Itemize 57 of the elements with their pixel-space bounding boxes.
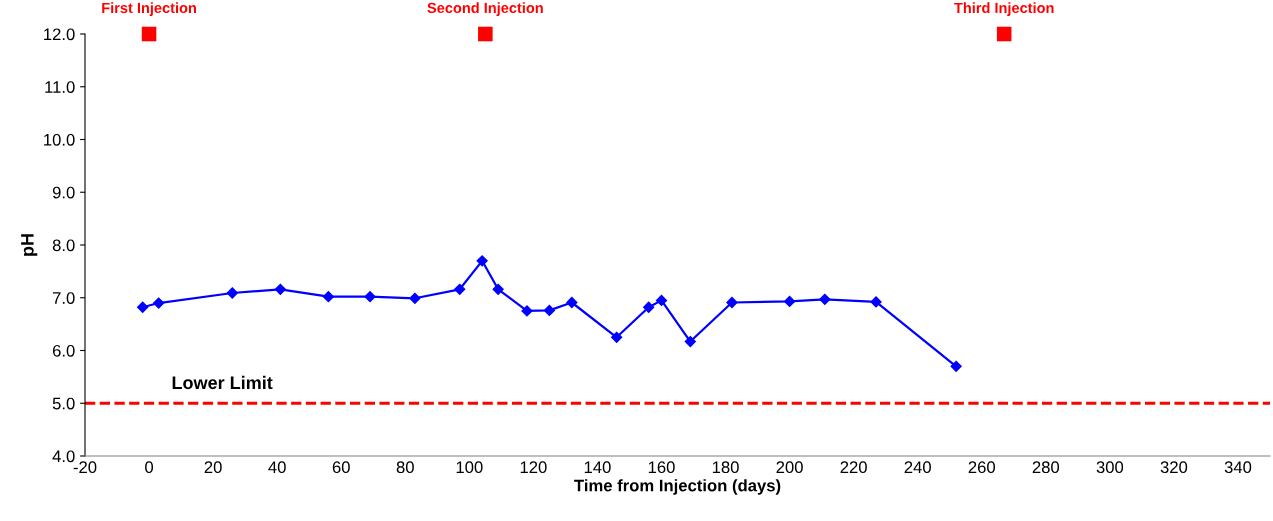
x-tick-label: 0 xyxy=(145,461,154,474)
y-tick-label: 11.0 xyxy=(45,81,75,93)
y-tick-label: 8.0 xyxy=(52,239,75,252)
y-tick-label: 7.0 xyxy=(52,292,75,304)
x-tick-label: 120 xyxy=(520,461,547,474)
x-tick-label: 80 xyxy=(396,461,414,474)
point xyxy=(996,26,1012,42)
y-tick-label: 12.0 xyxy=(44,28,75,41)
point xyxy=(684,335,696,348)
y-tick-label: 4.0 xyxy=(52,450,75,463)
x-tick-label: 300 xyxy=(1096,461,1124,474)
y-tick-label: 9.0 xyxy=(52,186,75,199)
point xyxy=(454,283,466,295)
y-axis-title: pH xyxy=(21,234,38,256)
point xyxy=(950,360,962,372)
x-tick-label: 220 xyxy=(840,461,867,474)
x-tick-label: 20 xyxy=(204,461,222,474)
y-tick-label: 6.0 xyxy=(52,344,75,357)
x-tick-label: 180 xyxy=(712,461,739,474)
point xyxy=(476,255,488,267)
x-tick-label: 280 xyxy=(1032,461,1060,474)
x-axis-title: Time from Injection (days) xyxy=(574,479,781,495)
point xyxy=(478,26,493,42)
y-tick-label: 10.0 xyxy=(44,133,75,146)
point xyxy=(643,301,655,313)
point xyxy=(492,283,504,295)
point xyxy=(783,295,796,308)
point xyxy=(655,294,668,306)
point xyxy=(409,292,421,304)
point xyxy=(137,301,149,313)
point xyxy=(153,297,165,309)
point xyxy=(543,304,555,317)
x-tick-label: 40 xyxy=(268,461,286,474)
ref-line-label: Lower Limit xyxy=(172,375,273,390)
point xyxy=(566,296,578,309)
x-tick-label: 260 xyxy=(968,461,996,474)
annotation: Third Injection xyxy=(954,2,1054,16)
point xyxy=(364,291,376,303)
point xyxy=(322,291,335,303)
x-tick-label: 160 xyxy=(648,461,675,474)
point xyxy=(226,287,238,299)
annotation: Second Injection xyxy=(427,2,543,16)
x-tick-label: 100 xyxy=(456,461,483,474)
point xyxy=(141,26,157,42)
y-tick-label: 5.0 xyxy=(52,397,75,410)
point xyxy=(274,283,286,295)
x-tick-label: 60 xyxy=(332,461,350,474)
point xyxy=(819,293,831,305)
x-tick-label: -20 xyxy=(73,461,97,474)
x-tick-label: 340 xyxy=(1224,461,1252,474)
point xyxy=(611,331,623,343)
x-tick-label: 320 xyxy=(1160,461,1188,474)
x-tick-label: 140 xyxy=(584,461,611,474)
annotation: First Injection xyxy=(102,2,196,16)
x-tick-label: 200 xyxy=(776,461,803,474)
x-tick-label: 240 xyxy=(904,461,931,474)
point xyxy=(726,296,738,309)
